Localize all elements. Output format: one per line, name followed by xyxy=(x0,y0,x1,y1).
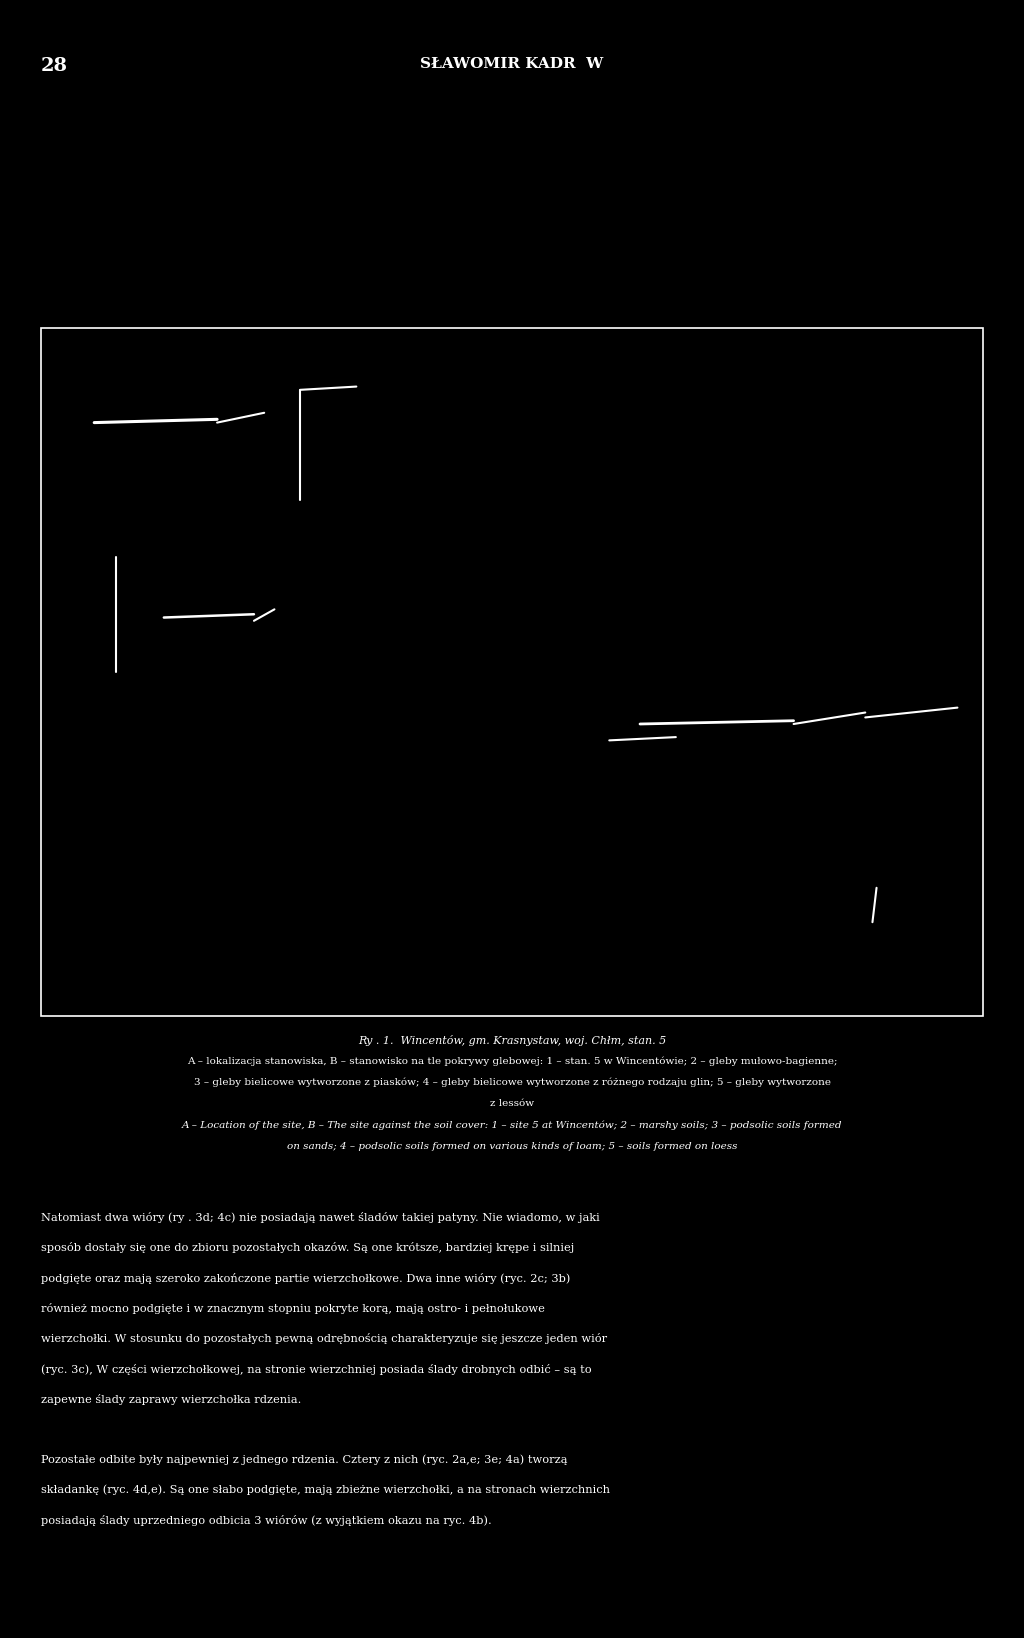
Text: składankę (ryc. 4d,e). Są one słabo podgięte, mają zbieżne wierzchołki, a na str: składankę (ryc. 4d,e). Są one słabo podg… xyxy=(41,1484,610,1495)
Text: SŁAWOMIR KADR  W: SŁAWOMIR KADR W xyxy=(421,57,603,72)
Text: posiadają ślady uprzedniego odbicia 3 wiórów (z wyjątkiem okazu na ryc. 4b).: posiadają ślady uprzedniego odbicia 3 wi… xyxy=(41,1515,492,1527)
Text: również mocno podgięte i w znacznym stopniu pokryte korą, mają ostro- i pełnołuk: również mocno podgięte i w znacznym stop… xyxy=(41,1304,545,1314)
Text: sposób dostały się one do zbioru pozostałych okazów. Są one krótsze, bardziej kr: sposób dostały się one do zbioru pozosta… xyxy=(41,1242,574,1253)
Bar xyxy=(41,328,983,1016)
Text: (ryc. 3c), W części wierzchołkowej, na stronie wierzchniej posiada ślady drobnyc: (ryc. 3c), W części wierzchołkowej, na s… xyxy=(41,1363,592,1374)
Text: on sands; 4 – podsolic soils formed on various kinds of loam; 5 – soils formed o: on sands; 4 – podsolic soils formed on v… xyxy=(287,1142,737,1150)
Text: A – lokalizacja stanowiska, B – stanowisko na tle pokrywy glebowej: 1 – stan. 5 : A – lokalizacja stanowiska, B – stanowis… xyxy=(186,1057,838,1066)
Text: podgięte oraz mają szeroko zakończone partie wierzchołkowe. Dwa inne wióry (ryc.: podgięte oraz mają szeroko zakończone pa… xyxy=(41,1273,570,1284)
Text: zapewne ślady zaprawy wierzchołka rdzenia.: zapewne ślady zaprawy wierzchołka rdzeni… xyxy=(41,1394,301,1405)
Text: A – Location of the site, B – The site against the soil cover: 1 – site 5 at Win: A – Location of the site, B – The site a… xyxy=(181,1120,843,1130)
Text: Ry . 1.  Wincentów, gm. Krasnystaw, woj. Chłm, stan. 5: Ry . 1. Wincentów, gm. Krasnystaw, woj. … xyxy=(357,1035,667,1047)
Text: Pozostałe odbite były najpewniej z jednego rdzenia. Cztery z nich (ryc. 2a,e; 3e: Pozostałe odbite były najpewniej z jedne… xyxy=(41,1455,567,1464)
Text: Natomiast dwa wióry (ry . 3d; 4c) nie posiadają nawet śladów takiej patyny. Nie : Natomiast dwa wióry (ry . 3d; 4c) nie po… xyxy=(41,1212,600,1224)
Text: 3 – gleby bielicowe wytworzone z piasków; 4 – gleby bielicowe wytworzone z różne: 3 – gleby bielicowe wytworzone z piasków… xyxy=(194,1078,830,1088)
Text: z lessów: z lessów xyxy=(489,1099,535,1107)
Text: 28: 28 xyxy=(41,57,68,75)
Text: wierzchołki. W stosunku do pozostałych pewną odrębnością charakteryzuje się jesz: wierzchołki. W stosunku do pozostałych p… xyxy=(41,1333,607,1345)
